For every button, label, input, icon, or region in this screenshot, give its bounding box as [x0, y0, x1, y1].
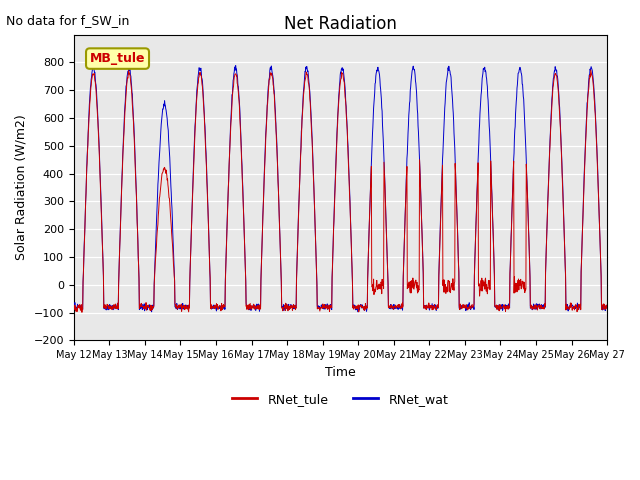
X-axis label: Time: Time [325, 366, 356, 379]
Text: MB_tule: MB_tule [90, 52, 145, 65]
Y-axis label: Solar Radiation (W/m2): Solar Radiation (W/m2) [15, 115, 28, 260]
Legend: RNet_tule, RNet_wat: RNet_tule, RNet_wat [227, 388, 453, 411]
Text: No data for f_SW_in: No data for f_SW_in [6, 14, 130, 27]
Title: Net Radiation: Net Radiation [284, 15, 397, 33]
